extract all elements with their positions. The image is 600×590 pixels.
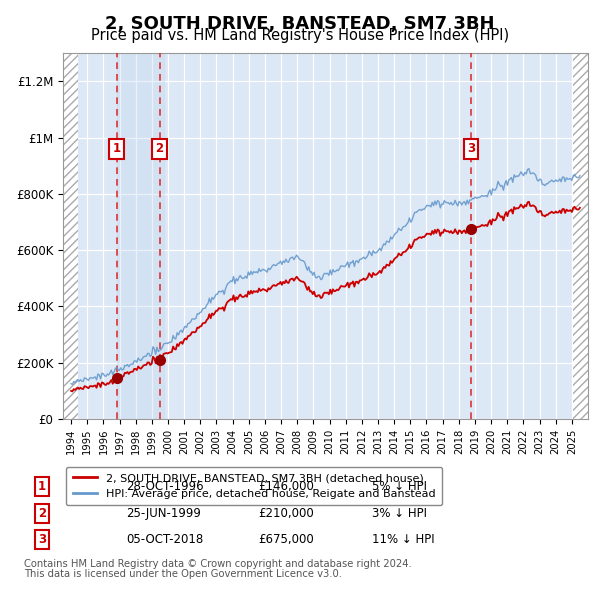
Text: 25-JUN-1999: 25-JUN-1999 (126, 507, 201, 520)
Text: 1: 1 (38, 480, 46, 493)
Text: This data is licensed under the Open Government Licence v3.0.: This data is licensed under the Open Gov… (24, 569, 342, 579)
Text: 28-OCT-1996: 28-OCT-1996 (126, 480, 203, 493)
Bar (63, 53, 78, 419)
Bar (117, 53, 164, 419)
Text: 2: 2 (38, 507, 46, 520)
Text: 2, SOUTH DRIVE, BANSTEAD, SM7 3BH: 2, SOUTH DRIVE, BANSTEAD, SM7 3BH (105, 15, 495, 33)
Text: £210,000: £210,000 (258, 507, 314, 520)
Text: 1: 1 (113, 142, 121, 155)
Text: 5% ↓ HPI: 5% ↓ HPI (372, 480, 427, 493)
Text: £146,000: £146,000 (258, 480, 314, 493)
Text: Price paid vs. HM Land Registry's House Price Index (HPI): Price paid vs. HM Land Registry's House … (91, 28, 509, 42)
Text: 3% ↓ HPI: 3% ↓ HPI (372, 507, 427, 520)
Text: 3: 3 (467, 142, 475, 155)
Bar (573, 53, 588, 419)
Text: Contains HM Land Registry data © Crown copyright and database right 2024.: Contains HM Land Registry data © Crown c… (24, 559, 412, 569)
Text: 2: 2 (155, 142, 164, 155)
Legend: 2, SOUTH DRIVE, BANSTEAD, SM7 3BH (detached house), HPI: Average price, detached: 2, SOUTH DRIVE, BANSTEAD, SM7 3BH (detac… (66, 467, 442, 506)
Text: 3: 3 (38, 533, 46, 546)
Text: 05-OCT-2018: 05-OCT-2018 (126, 533, 203, 546)
Text: £675,000: £675,000 (258, 533, 314, 546)
Text: 11% ↓ HPI: 11% ↓ HPI (372, 533, 434, 546)
